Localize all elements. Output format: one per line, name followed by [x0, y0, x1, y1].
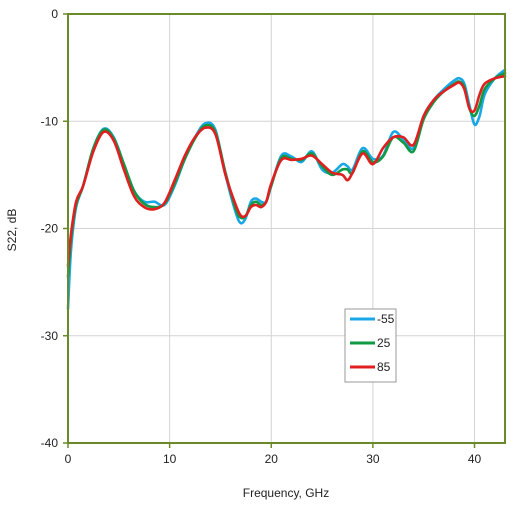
y-tick-label: -10 — [41, 114, 59, 128]
axis-ticks — [63, 13, 476, 448]
y-axis-title: S22, dB — [5, 209, 19, 252]
series-line-2 — [66, 74, 507, 268]
x-tick-label: 30 — [366, 452, 380, 466]
y-tick-label: -40 — [41, 436, 59, 450]
legend-label-1: 25 — [377, 336, 391, 350]
x-tick-label: 10 — [163, 452, 177, 466]
y-tick-label: -30 — [41, 329, 59, 343]
x-tick-label: 0 — [65, 452, 72, 466]
legend-label-2: 85 — [377, 360, 391, 374]
x-tick-label: 40 — [468, 452, 482, 466]
legend: -55 25 85 — [344, 308, 397, 383]
y-tick-label: 0 — [51, 7, 58, 21]
y-tick-label: -20 — [41, 222, 59, 236]
x-tick-label: 20 — [265, 452, 279, 466]
legend-box — [344, 308, 397, 383]
x-axis-title: Frequency, GHz — [243, 486, 329, 500]
legend-label-0: -55 — [377, 312, 395, 326]
series-lines — [66, 68, 507, 311]
tick-labels: 0 -10 -20 -30 -40 0 10 20 30 40 — [41, 7, 482, 466]
